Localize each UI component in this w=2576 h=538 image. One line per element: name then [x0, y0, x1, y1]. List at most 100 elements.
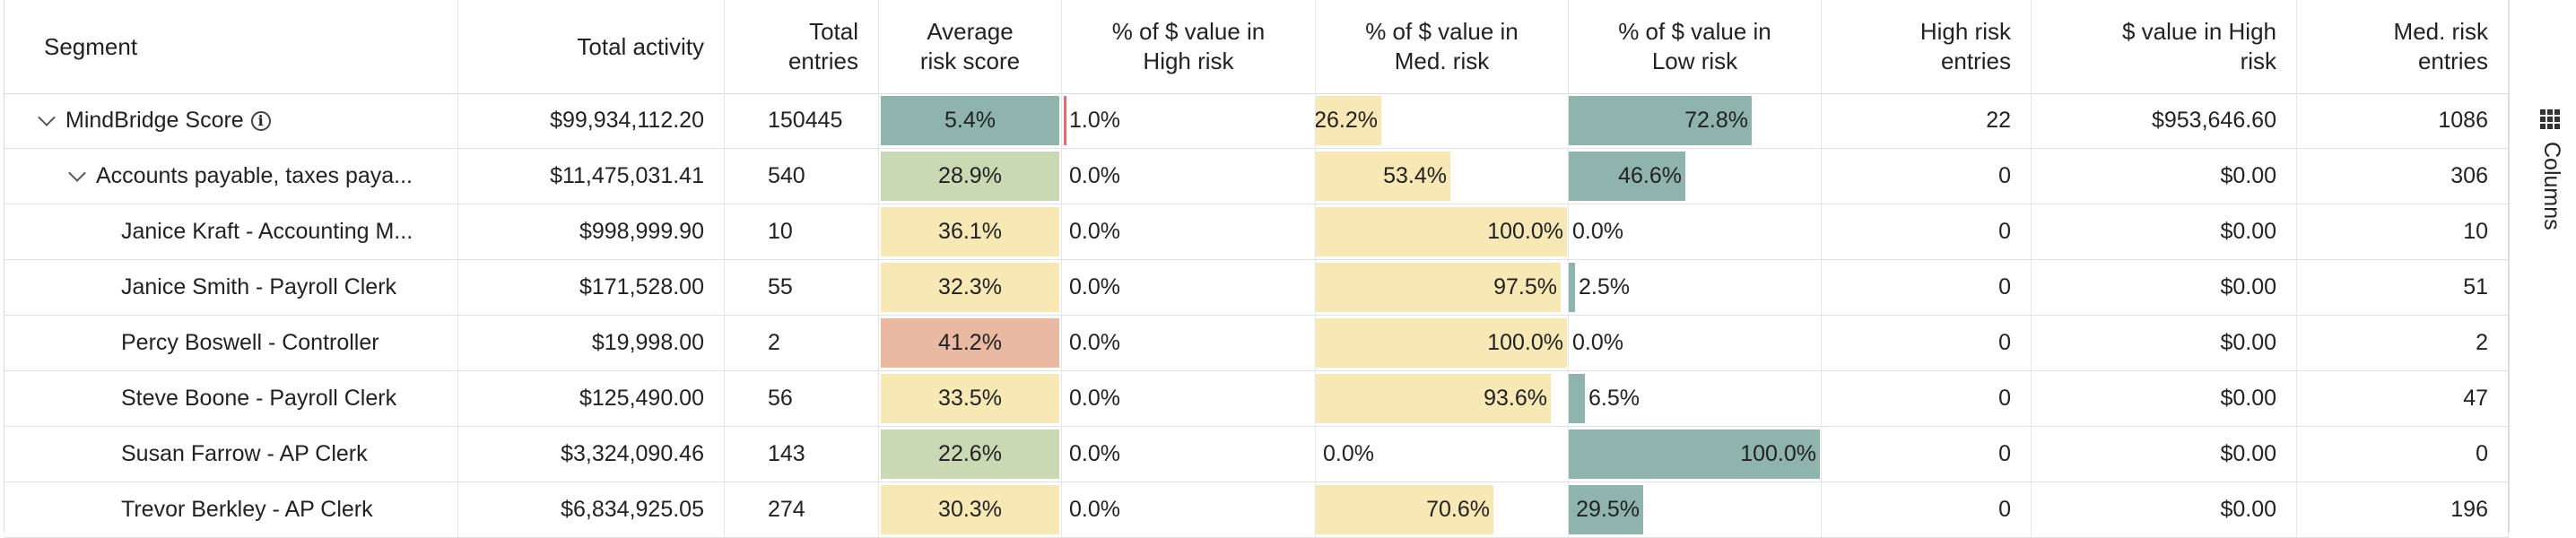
table-row[interactable]: Janice Smith - Payroll Clerk $171,528.00 5…: [4, 260, 2509, 316]
column-header-high-risk-entries[interactable]: High risk entries: [1822, 0, 2032, 93]
pct-med-risk-cell: 93.6%: [1316, 371, 1569, 426]
pct-value: 0.0%: [1572, 330, 1623, 355]
pct-high-risk-cell: 1.0%: [1062, 93, 1316, 148]
header-label: % of $ value in: [1618, 18, 1771, 45]
low-risk-bar: [1569, 485, 1643, 534]
total-entries-cell: 150445: [725, 93, 879, 148]
high-risk-entries-cell: 0: [1822, 371, 2032, 426]
column-header-total-entries[interactable]: Total entries: [725, 0, 879, 93]
column-header-total-activity[interactable]: Total activity: [458, 0, 725, 93]
cell-value: 196: [2450, 497, 2488, 522]
med-risk-bar: [1316, 96, 1381, 145]
low-risk-bar: [1569, 430, 1820, 479]
risk-score-value: 30.3%: [938, 497, 1002, 522]
table-row[interactable]: Trevor Berkley - AP Clerk $6,834,925.05 27…: [4, 482, 2509, 538]
pct-low-risk-cell: 100.0%: [1569, 427, 1822, 482]
cell-value: 540: [768, 163, 805, 188]
cell-value: 10: [2463, 219, 2488, 244]
segment-cell[interactable]: Janice Smith - Payroll Clerk: [4, 260, 458, 315]
cell-value: $998,999.90: [579, 219, 704, 244]
low-risk-bar: [1569, 374, 1585, 423]
pct-value: 0.0%: [1069, 386, 1120, 411]
pct-med-risk-cell: 97.5%: [1316, 260, 1569, 315]
pct-high-risk-cell: 0.0%: [1062, 204, 1316, 259]
pct-value: 0.0%: [1069, 219, 1120, 244]
med-risk-bar: [1316, 318, 1567, 368]
segment-cell[interactable]: Janice Kraft - Accounting M...: [4, 204, 458, 259]
pct-value: 97.5%: [1493, 274, 1557, 299]
med-risk-bar: [1316, 152, 1450, 201]
pct-low-risk-cell: 29.5%: [1569, 482, 1822, 537]
segment-cell[interactable]: Trevor Berkley - AP Clerk: [4, 482, 458, 537]
header-label: % of $ value in: [1365, 18, 1519, 45]
table-row[interactable]: Steve Boone - Payroll Clerk $125,490.00 56…: [4, 371, 2509, 427]
pct-low-risk-cell: 2.5%: [1569, 260, 1822, 315]
pct-value: 0.0%: [1069, 497, 1120, 522]
column-header-segment[interactable]: Segment: [4, 0, 458, 93]
average-risk-cell: 5.4%: [879, 93, 1062, 148]
pct-low-risk-cell: 72.8%: [1569, 93, 1822, 148]
med-risk-entries-cell: 306: [2297, 149, 2509, 204]
column-header-average-risk[interactable]: Average risk score: [879, 0, 1062, 93]
total-entries-cell: 143: [725, 427, 879, 482]
column-header-med-risk-entries[interactable]: Med. risk entries: [2297, 0, 2509, 93]
pct-med-risk-cell: 0.0%: [1316, 427, 1569, 482]
table-row[interactable]: Percy Boswell - Controller $19,998.00 2 41.…: [4, 316, 2509, 371]
high-risk-entries-cell: 0: [1822, 149, 2032, 204]
data-grid: Segment Total activity Total entries Aver…: [4, 0, 2510, 538]
table-row[interactable]: Susan Farrow - AP Clerk $3,324,090.46 143 2…: [4, 427, 2509, 482]
cell-value: $0.00: [2220, 274, 2276, 299]
risk-score-fill: [881, 374, 1059, 423]
cell-value: 143: [768, 441, 805, 466]
segment-cell[interactable]: Percy Boswell - Controller: [4, 316, 458, 370]
cell-value: $0.00: [2220, 386, 2276, 411]
header-label: High risk: [1919, 18, 2011, 45]
risk-score-fill: [881, 96, 1059, 145]
risk-score-value: 5.4%: [944, 108, 996, 133]
pct-med-risk-cell: 100.0%: [1316, 204, 1569, 259]
pct-med-risk-cell: 70.6%: [1316, 482, 1569, 537]
column-header-pct-med-risk[interactable]: % of $ value in Med. risk: [1316, 0, 1569, 93]
high-risk-bar: [1064, 96, 1066, 145]
high-risk-entries-cell: 0: [1822, 427, 2032, 482]
segment-cell[interactable]: MindBridge Score i: [4, 93, 458, 148]
header-label: Average: [927, 18, 1014, 45]
segment-cell[interactable]: Susan Farrow - AP Clerk: [4, 427, 458, 482]
risk-score-fill: [881, 263, 1059, 312]
value-high-risk-cell: $953,646.60: [2032, 93, 2297, 148]
chevron-down-icon[interactable]: [38, 108, 56, 126]
table-row[interactable]: Janice Kraft - Accounting M... $998,999.9…: [4, 204, 2509, 260]
header-label: Total: [809, 18, 858, 45]
pct-value: 0.0%: [1069, 163, 1120, 188]
table-row[interactable]: MindBridge Score i $99,934,112.20 150445 5.4…: [4, 93, 2509, 149]
table-row[interactable]: Accounts payable, taxes paya... $11,475,0…: [4, 149, 2509, 204]
segment-cell[interactable]: Accounts payable, taxes paya...: [4, 149, 458, 204]
cell-value: 0: [1998, 219, 2011, 244]
pct-low-risk-cell: 46.6%: [1569, 149, 1822, 204]
pct-value: 46.6%: [1618, 163, 1682, 188]
info-icon[interactable]: i: [250, 110, 271, 131]
cell-value: 51: [2463, 274, 2488, 299]
cell-value: 274: [768, 497, 805, 522]
cell-value: 306: [2450, 163, 2488, 188]
value-high-risk-cell: $0.00: [2032, 260, 2297, 315]
header-label: risk score: [919, 48, 1021, 74]
pct-med-risk-cell: 100.0%: [1316, 316, 1569, 370]
segment-label: Trevor Berkley - AP Clerk: [121, 497, 373, 522]
risk-score-value: 41.2%: [938, 330, 1002, 355]
column-header-pct-high-risk[interactable]: % of $ value in High risk: [1062, 0, 1316, 93]
cell-value: $3,324,090.46: [561, 441, 704, 466]
average-risk-cell: 32.3%: [879, 260, 1062, 315]
segment-label: Steve Boone - Payroll Clerk: [121, 386, 397, 411]
chevron-down-icon[interactable]: [68, 163, 86, 182]
med-risk-bar: [1316, 485, 1493, 534]
pct-value: 29.5%: [1576, 497, 1640, 522]
segment-cell[interactable]: Steve Boone - Payroll Clerk: [4, 371, 458, 426]
cell-value: $11,475,031.41: [550, 163, 704, 188]
column-header-value-high-risk[interactable]: $ value in High risk: [2032, 0, 2297, 93]
column-header-pct-low-risk[interactable]: % of $ value in Low risk: [1569, 0, 1822, 93]
cell-value: 0: [1998, 497, 2011, 522]
pct-value: 0.0%: [1323, 441, 1374, 466]
pct-high-risk-cell: 0.0%: [1062, 482, 1316, 537]
med-risk-bar: [1316, 374, 1551, 423]
